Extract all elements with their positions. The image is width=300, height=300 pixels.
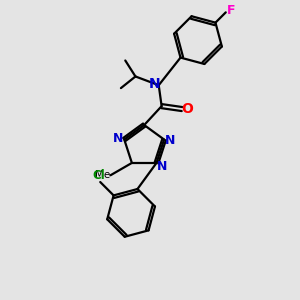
Text: F: F	[227, 4, 235, 16]
Text: N: N	[148, 77, 160, 91]
Text: N: N	[165, 134, 175, 148]
Text: Cl: Cl	[92, 169, 105, 182]
Text: Me: Me	[95, 170, 110, 180]
Text: N: N	[157, 160, 167, 173]
Text: N: N	[113, 132, 124, 145]
Text: O: O	[181, 102, 193, 116]
